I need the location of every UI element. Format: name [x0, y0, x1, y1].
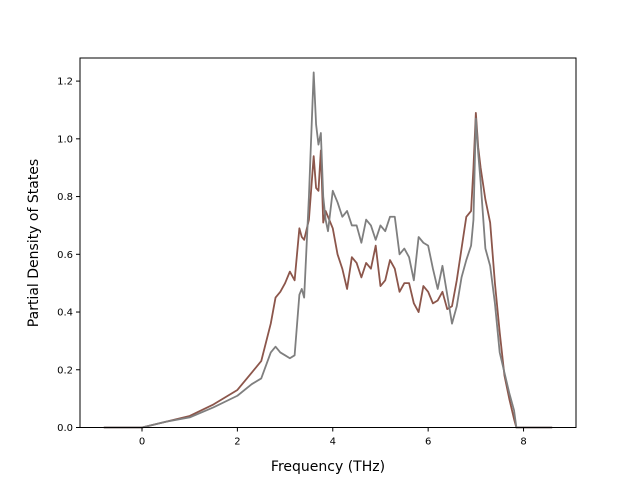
- y-axis-label: Partial Density of States: [26, 159, 42, 327]
- y-tick-label: 0.0: [57, 423, 73, 434]
- y-tick-label: 0.2: [57, 365, 73, 376]
- x-tick-label: 0: [139, 437, 145, 448]
- series-layer: [103, 71, 553, 429]
- x-tick-label: 2: [234, 437, 240, 448]
- axes-frame: [79, 57, 577, 428]
- y-tick-label: 0.4: [57, 308, 73, 319]
- x-tick-label: 4: [330, 437, 336, 448]
- plot-area: [103, 71, 553, 429]
- series-line-2: [103, 71, 553, 429]
- x-axis-ticks: 0 2 4 6 8: [139, 427, 527, 448]
- y-tick-label: 0.6: [57, 250, 73, 261]
- x-tick-label: 8: [520, 437, 526, 448]
- x-tick-label: 6: [425, 437, 431, 448]
- y-axis-ticks: 0.0 0.2 0.4 0.6 0.8 1.0 1.2: [57, 77, 80, 434]
- y-tick-label: 1.2: [57, 77, 73, 88]
- y-tick-label: 1.0: [57, 134, 73, 145]
- x-axis-label: Frequency (THz): [271, 459, 385, 475]
- y-tick-label: 0.8: [57, 192, 73, 203]
